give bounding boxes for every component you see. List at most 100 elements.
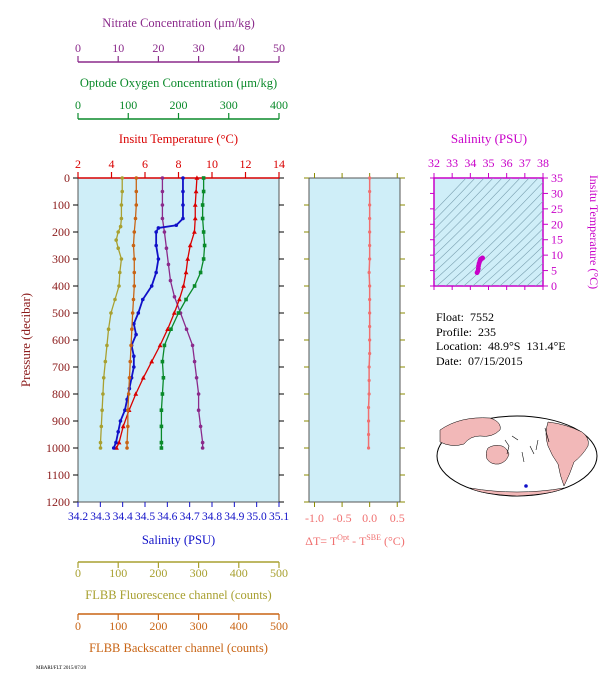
dt-point [368, 338, 372, 342]
dt-point [368, 351, 372, 356]
pressure-axis-label: Pressure (decibar) [18, 293, 33, 387]
point-oxygen [169, 327, 173, 331]
delta-t-panel [308, 177, 401, 503]
delta-t-label-sup2: SBE [366, 533, 381, 542]
density-contour [481, 228, 543, 286]
point-temperature [133, 391, 139, 396]
density-contour [436, 181, 543, 286]
point-backscatter [126, 424, 130, 429]
ts-y-tick-label: 5 [551, 264, 557, 278]
point-temperature [187, 242, 193, 248]
delta-t-label-mid: - T [349, 534, 367, 548]
ts-x-tick-label: 35 [483, 156, 495, 170]
density-contour [454, 200, 543, 286]
series-line-backscatter [126, 178, 137, 448]
point-salinity [154, 230, 158, 234]
point-temperature [165, 326, 171, 331]
point-temperature [194, 175, 200, 180]
float-date: Date: 07/15/2015 [436, 353, 523, 368]
point-backscatter [134, 176, 139, 180]
dt-point [368, 189, 372, 194]
point-backscatter [130, 311, 135, 315]
nitrate-tick-label: 30 [193, 41, 205, 55]
ts-y-tick-label: 35 [551, 171, 563, 185]
point-fluorescence [120, 189, 125, 194]
dt-point [368, 243, 372, 248]
fluorescence-tick-label: 200 [149, 566, 167, 580]
nitrate-tick-label: 0 [75, 41, 81, 55]
density-contour [526, 271, 543, 286]
point-oxygen [202, 243, 207, 248]
temperature-tick-label: 2 [75, 157, 81, 171]
point-temperature [171, 310, 177, 315]
fluorescence-tick-label: 500 [270, 566, 288, 580]
point-oxygen [200, 203, 205, 207]
pressure-tick-label: 400 [52, 279, 70, 293]
salinity-tick-label: 34.4 [113, 511, 133, 523]
ts-x-tick-label: 36 [501, 156, 513, 170]
point-fluorescence [109, 311, 113, 315]
fluorescence-tick-label: 400 [230, 566, 248, 580]
point-backscatter [131, 243, 136, 248]
point-fluorescence [98, 440, 103, 445]
dt-point [368, 284, 372, 288]
point-backscatter [127, 376, 132, 380]
backscatter-tick-label: 100 [109, 619, 127, 633]
ts-y-tick-label: 30 [551, 186, 563, 200]
point-salinity [149, 284, 154, 288]
ts-y-tick-label: 20 [551, 217, 563, 231]
point-temperature [193, 188, 199, 194]
pressure-tick-label: 1100 [46, 468, 70, 482]
point-oxygen [198, 270, 203, 275]
density-contour [490, 237, 543, 286]
point-nitrate [166, 262, 171, 267]
point-nitrate [192, 359, 197, 364]
point-nitrate [196, 408, 201, 413]
series-group [98, 175, 207, 450]
point-salinity [156, 226, 161, 230]
dt-tick-label: -0.5 [333, 511, 352, 525]
dt-tick-label: -1.0 [305, 511, 324, 525]
dt-point [366, 432, 371, 437]
backscatter-axis-title: FLBB Backscatter channel (counts) [89, 641, 268, 655]
density-contour [434, 178, 521, 265]
point-nitrate [194, 376, 199, 380]
density-contour [434, 178, 494, 239]
point-fluorescence [103, 359, 108, 364]
dt-tick-label: 0.5 [390, 511, 405, 525]
point-fluorescence [118, 224, 123, 229]
point-oxygen [162, 343, 167, 348]
point-temperature [192, 215, 198, 221]
point-fluorescence [106, 327, 111, 332]
point-oxygen [160, 392, 165, 396]
delta-t-axis-label: ΔT= TOpt - TSBE (°C) [305, 533, 405, 548]
point-salinity [134, 332, 138, 337]
point-backscatter [132, 284, 137, 288]
salinity-tick-label: 34.2 [68, 511, 88, 523]
series-line-temperature [115, 177, 198, 449]
point-temperature [185, 256, 191, 261]
point-fluorescence [119, 203, 124, 207]
point-backscatter [134, 203, 139, 207]
point-fluorescence [105, 343, 109, 348]
float-location-marker [524, 484, 528, 488]
backscatter-tick-label: 300 [190, 619, 208, 633]
density-contour [472, 219, 543, 286]
point-temperature [192, 229, 197, 234]
point-salinity [132, 322, 136, 326]
nitrate-tick-label: 40 [233, 41, 245, 55]
ts-x-tick-label: 37 [519, 156, 531, 170]
point-fluorescence [114, 238, 118, 242]
point-oxygen [159, 440, 164, 445]
series-line-salinity [112, 178, 184, 449]
ts-x-tick-label: 33 [446, 156, 458, 170]
point-salinity [140, 297, 145, 302]
backscatter-tick-label: 200 [149, 619, 167, 633]
dt-point [368, 176, 372, 180]
density-contour [434, 178, 530, 273]
point-nitrate [160, 203, 165, 207]
point-nitrate [160, 216, 165, 221]
point-fluorescence [117, 284, 121, 288]
dt-point [368, 257, 372, 261]
point-backscatter [134, 189, 139, 194]
